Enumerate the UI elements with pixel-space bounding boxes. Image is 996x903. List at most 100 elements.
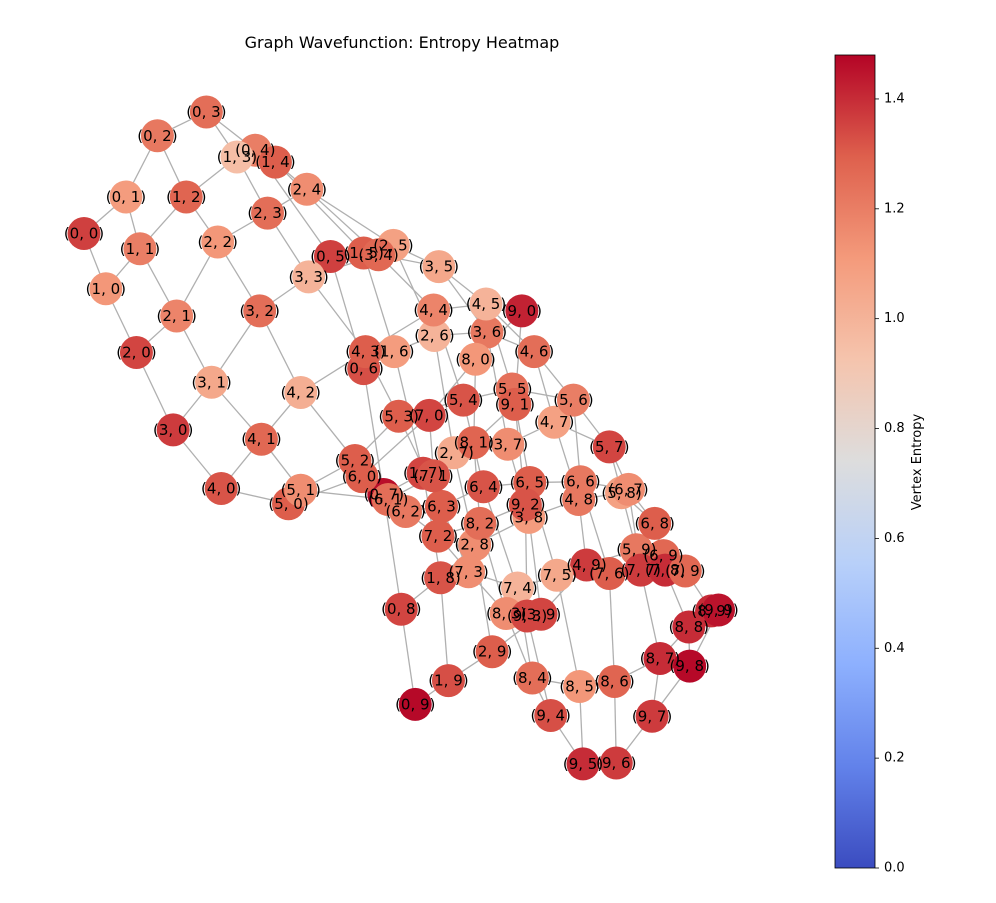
node-label: (5, 5) <box>492 380 532 398</box>
node-label: (8, 7) <box>640 650 680 668</box>
node-label: (3, 7) <box>488 435 528 453</box>
graph-node <box>201 225 235 259</box>
graph-node <box>673 649 707 683</box>
node-label: (2, 4) <box>287 180 327 198</box>
node-label: (3, 3) <box>288 268 328 286</box>
node-label: (0, 8) <box>381 600 421 618</box>
node-label: (3, 9) <box>521 605 561 623</box>
graph-node <box>389 494 423 528</box>
graph-node <box>417 459 451 493</box>
colorbar-tick-label: 1.2 <box>884 201 905 216</box>
colorbar-tick-label: 0.2 <box>884 751 905 766</box>
node-label: (5, 8) <box>601 484 641 502</box>
node-label: (2, 0) <box>116 344 156 362</box>
node-label: (1, 0) <box>86 280 126 298</box>
node-label: (4, 5) <box>466 295 506 313</box>
graph-node <box>204 472 238 505</box>
node-label: (9, 7) <box>632 707 672 725</box>
node-label: (1, 9) <box>428 672 468 690</box>
graph-edge <box>482 486 519 589</box>
node-label: (0, 0) <box>64 225 104 243</box>
node-label: (1, 1) <box>120 240 160 258</box>
node-label: (3, 0) <box>153 421 193 439</box>
node-label: (0, 7) <box>364 485 404 503</box>
node-label: (3, 6) <box>467 323 507 341</box>
graph-node <box>290 172 324 206</box>
graph-node <box>398 687 432 721</box>
node-label: (8, 8) <box>669 618 709 636</box>
graph-node <box>284 473 318 507</box>
graph-edge <box>306 188 394 246</box>
node-label: (9, 1) <box>495 395 535 413</box>
graph-node <box>702 593 736 627</box>
graph-node <box>469 287 503 321</box>
graph-node <box>475 635 509 669</box>
node-label: (8, 5) <box>559 678 599 696</box>
colorbar-tick-label: 0.8 <box>884 421 905 436</box>
colorbar-label: Vertex Entropy <box>910 413 925 510</box>
graph-edge <box>608 573 616 682</box>
node-label: (5, 0) <box>268 495 308 513</box>
graph-node <box>362 238 396 272</box>
graph-node <box>505 294 539 328</box>
graph-node <box>412 398 446 432</box>
node-label: (7, 7) <box>621 561 661 579</box>
node-label: (9, 9) <box>698 601 738 619</box>
graph-node <box>382 399 416 433</box>
graph-node <box>424 561 458 595</box>
graph-node <box>251 196 285 230</box>
node-label: (0, 4) <box>235 141 275 159</box>
graph-node <box>123 232 157 266</box>
node-label: (1, 2) <box>166 188 206 206</box>
graph-node <box>592 430 626 464</box>
graph-node <box>624 553 658 587</box>
node-label: (4, 3) <box>345 343 385 361</box>
node-label: (4, 1) <box>241 430 281 448</box>
graph-node <box>160 299 194 333</box>
node-label: (6, 6) <box>560 473 600 491</box>
graph-node <box>452 555 486 589</box>
node-label: (7, 4) <box>497 579 537 597</box>
graph-node <box>220 140 254 174</box>
node-label: (5, 2) <box>335 451 375 469</box>
graph-node <box>109 180 143 214</box>
graph-edge <box>439 577 450 681</box>
graph-node <box>377 335 411 369</box>
graph-node <box>446 383 480 417</box>
graph-node <box>643 642 677 675</box>
graph-node <box>313 239 347 273</box>
chart-title: Graph Wavefunction: Entropy Heatmap <box>245 33 560 52</box>
node-label: (5, 6) <box>553 391 593 409</box>
graph-node <box>638 506 672 540</box>
graph-node <box>540 558 574 592</box>
node-label: (8, 9) <box>691 602 731 620</box>
graph-node <box>508 488 542 522</box>
node-label: (7, 3) <box>448 563 488 581</box>
node-label: (5, 7) <box>589 438 629 456</box>
node-label: (8, 4) <box>512 669 552 687</box>
node-label: (4, 6) <box>514 343 554 361</box>
graph-node <box>556 383 590 417</box>
node-label: (6, 3) <box>421 497 461 515</box>
node-label: (7, 0) <box>409 406 449 424</box>
node-label: (0, 6) <box>344 360 384 378</box>
node-label: (2, 3) <box>247 204 287 222</box>
graph-node <box>466 470 500 504</box>
graph-node <box>498 387 532 421</box>
graph-nodes <box>67 95 736 781</box>
graph-node <box>140 119 174 153</box>
graph-node <box>510 599 544 633</box>
node-label: (9, 8) <box>670 657 710 675</box>
node-label: (5, 3) <box>378 407 418 425</box>
graph-node <box>668 554 702 588</box>
node-label: (1, 8) <box>420 569 460 587</box>
graph-node <box>189 95 223 129</box>
node-label: (6, 9) <box>643 547 683 565</box>
graph-node <box>156 413 190 447</box>
node-label: (8, 0) <box>455 350 495 368</box>
graph-node <box>563 465 597 499</box>
graph-node <box>284 375 318 409</box>
graph-node <box>348 335 382 369</box>
node-label: (0, 9) <box>395 695 435 713</box>
graph-node <box>563 670 597 704</box>
